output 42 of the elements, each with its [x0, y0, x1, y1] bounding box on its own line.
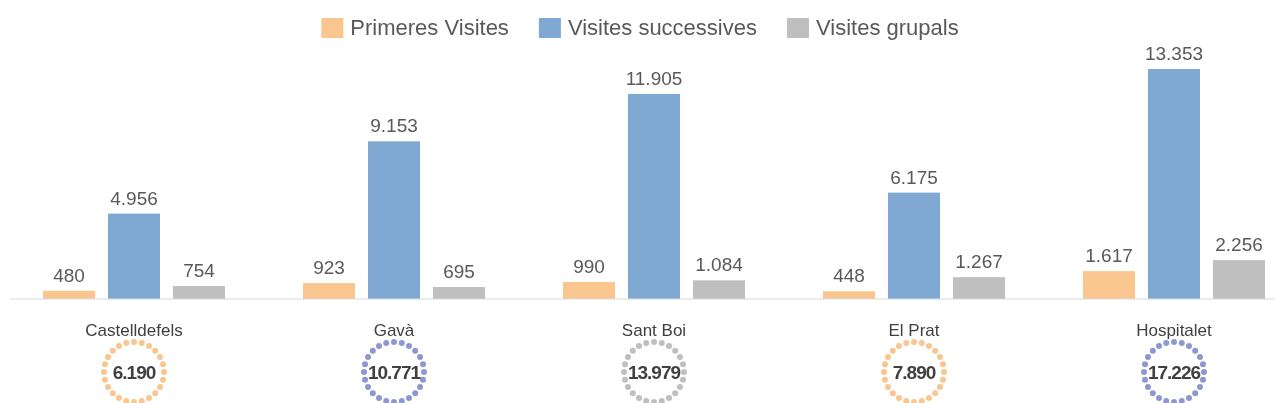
data-label: 990 [573, 255, 605, 277]
x-tick-label: Castelldefels [85, 321, 183, 340]
bar [628, 93, 680, 299]
legend-label: Primeres Visites [350, 15, 509, 40]
legend-label: Visites successives [567, 15, 757, 40]
data-label: 1.267 [955, 251, 1003, 273]
text: 17.226 [1147, 362, 1201, 383]
bar [888, 192, 940, 299]
data-label: 448 [833, 265, 865, 287]
text: 7.890 [892, 362, 936, 383]
data-label: 1.617 [1085, 245, 1133, 267]
bar [1148, 69, 1200, 299]
bar [1083, 271, 1135, 299]
text: 13.979 [627, 362, 681, 383]
bar [303, 283, 355, 299]
text: 10.771 [367, 362, 422, 383]
bar [563, 281, 615, 299]
data-label: 13.353 [1144, 43, 1204, 64]
bar [693, 280, 745, 299]
bar [953, 277, 1005, 299]
bar [823, 291, 875, 299]
text: 6.190 [112, 362, 156, 383]
data-label: 6.175 [890, 166, 938, 188]
bar [368, 141, 420, 299]
bar [108, 213, 160, 299]
x-tick-label: Sant Boi [621, 321, 687, 340]
x-tick-label: El Prat [888, 321, 940, 340]
x-tick-label: Hospitalet [1136, 321, 1213, 340]
bar [1213, 260, 1265, 299]
data-label: 923 [313, 257, 345, 279]
data-label: 695 [443, 261, 475, 283]
bar [173, 286, 225, 299]
data-label: 2.256 [1215, 234, 1263, 256]
legend-label: Visites grupals [815, 15, 959, 40]
data-label: 480 [53, 264, 85, 286]
data-label: 754 [183, 260, 216, 282]
data-label: 9.153 [370, 115, 418, 137]
x-tick-label: Gavà [373, 321, 415, 340]
data-label: 4.956 [110, 187, 158, 209]
bar [433, 287, 485, 299]
data-label: 1.084 [695, 254, 744, 276]
data-label: 11.905 [625, 67, 683, 89]
